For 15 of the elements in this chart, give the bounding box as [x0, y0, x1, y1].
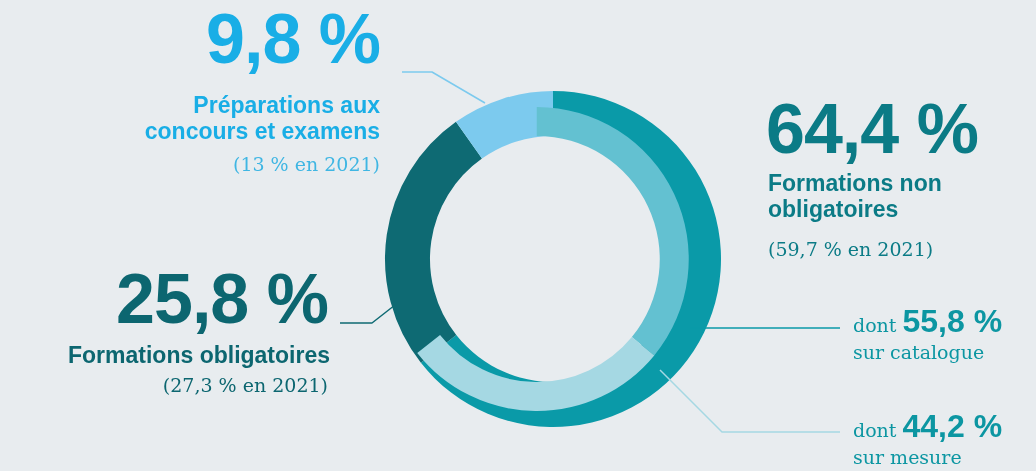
data-label: 44,2 % [902, 408, 1003, 444]
text: (59,7 % en 2021) [768, 238, 934, 260]
slice-label: Formations non obligatoires [768, 170, 943, 223]
text: dont [853, 419, 898, 441]
text: (13 % en 2021) [232, 153, 380, 175]
data-label: 9,8 % [206, 0, 380, 78]
slice-label: sur mesure [853, 446, 962, 468]
data-label: 55,8 % [902, 303, 1003, 339]
data-label: 25,8 % [116, 260, 328, 338]
text: (27,3 % en 2021) [162, 374, 328, 396]
slice-label: Formations obligatoires [68, 342, 330, 369]
text: dont [853, 314, 898, 336]
slice-label: Préparations aux concours et examens [143, 92, 380, 145]
slice-label: sur catalogue [853, 341, 985, 363]
data-label: 64,4 % [766, 90, 978, 168]
